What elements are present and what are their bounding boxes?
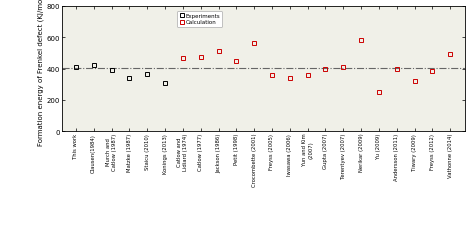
- Legend: Experiments, Calculation: Experiments, Calculation: [177, 12, 222, 27]
- Y-axis label: Formation energy of Frenkel defect (KJ/mol): Formation energy of Frenkel defect (KJ/m…: [37, 0, 44, 145]
